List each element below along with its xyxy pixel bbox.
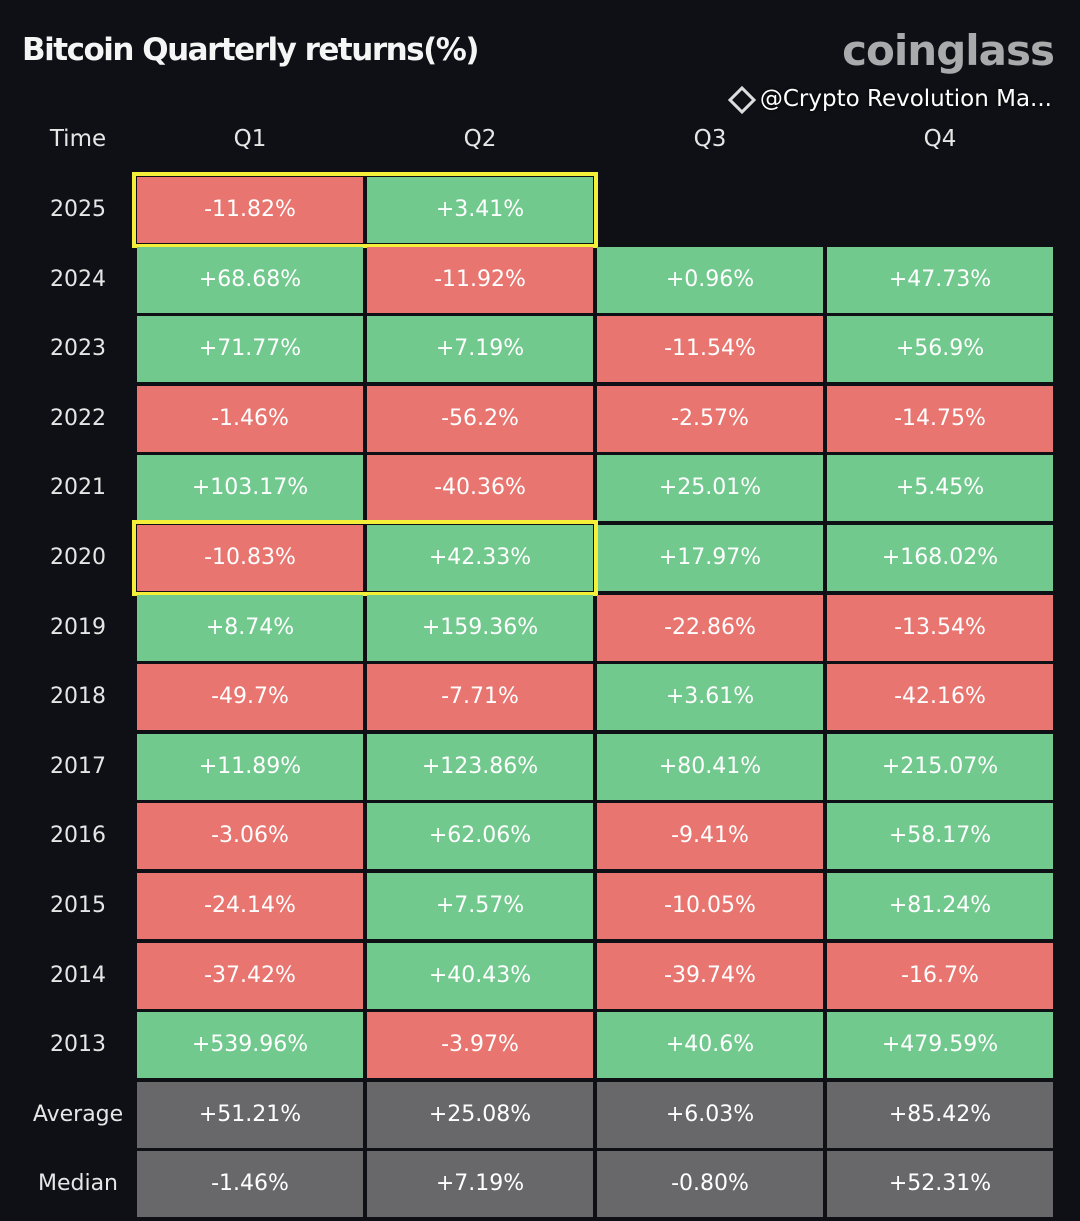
heatmap-cell: +40.6% [597,1012,823,1079]
row-label-2014: 2014 [50,962,106,988]
row-label-average: Average [32,1101,124,1127]
watermark-text: @Crypto Revolution Ma... [759,86,1052,112]
row-label-2023: 2023 [50,336,106,362]
row-label-median: Median [37,1171,119,1197]
column-header-time: Time [49,126,107,152]
heatmap-cell: -11.54% [597,316,823,383]
heatmap-cell: -14.75% [827,385,1053,452]
heatmap-cell: +56.9% [827,316,1053,383]
heatmap-cell: +25.08% [367,1081,593,1148]
heatmap-cell: -49.7% [137,664,363,731]
heatmap-cell: +51.21% [137,1081,363,1148]
column-header-q3: Q3 [693,126,727,152]
row-label-2021: 2021 [50,475,106,501]
heatmap-cell: +40.43% [367,942,593,1009]
heatmap-cell: -13.54% [827,594,1053,661]
row-label-2018: 2018 [50,684,106,710]
heatmap-cell: +52.31% [827,1151,1053,1218]
heatmap-cell: +539.96% [137,1012,363,1079]
row-label-2013: 2013 [50,1032,106,1058]
heatmap-cell: -42.16% [827,664,1053,731]
binance-icon [727,85,757,114]
heatmap-cell: +25.01% [597,455,823,522]
heatmap-cell: -1.46% [137,1151,363,1218]
heatmap-cell: +159.36% [367,594,593,661]
heatmap-cell: +7.57% [367,873,593,939]
heatmap-cell: -10.05% [597,873,823,939]
heatmap-cell: -24.14% [137,873,363,939]
heatmap-cell: -22.86% [597,594,823,661]
heatmap-cell: +80.41% [597,733,823,800]
heatmap-cell: +68.68% [137,246,363,313]
heatmap-cell: +42.33% [367,525,593,591]
heatmap-cell: -39.74% [597,942,823,1009]
row-label-2015: 2015 [50,893,106,918]
heatmap-cell: +11.89% [137,733,363,800]
heatmap-cell: -37.42% [137,942,363,1009]
column-header-q2: Q2 [463,126,497,152]
row-label-2020: 2020 [50,545,106,570]
heatmap-cell: +123.86% [367,733,593,800]
row-label-2016: 2016 [50,823,106,849]
heatmap-cell: +81.24% [827,873,1053,939]
heatmap-cell: +6.03% [597,1081,823,1148]
row-label-2019: 2019 [50,614,106,640]
watermark: @Crypto Revolution Ma... [727,85,1052,114]
heatmap-cell: -2.57% [597,385,823,452]
heatmap-cell: +85.42% [827,1081,1053,1148]
column-header-q1: Q1 [233,126,267,152]
heatmap-cell: -40.36% [367,455,593,522]
heatmap-cell: +62.06% [367,803,593,870]
chart-title: Bitcoin Quarterly returns(%) [22,32,480,68]
heatmap-cell: +0.96% [597,246,823,313]
heatmap-cell: +3.61% [597,664,823,731]
heatmap-cell: +168.02% [827,525,1053,591]
heatmap-cell: +215.07% [827,733,1053,800]
heatmap-cell: +103.17% [137,455,363,522]
heatmap-cell: -11.82% [137,177,363,243]
heatmap-cell: -3.06% [137,803,363,870]
heatmap-cell: -10.83% [137,525,363,591]
row-label-2022: 2022 [50,405,106,431]
heatmap-cell: -16.7% [827,942,1053,1009]
coinglass-logo: coinglass [842,26,1055,75]
heatmap-cell: +7.19% [367,1151,593,1218]
heatmap-cell: +5.45% [827,455,1053,522]
row-label-2025: 2025 [50,197,106,222]
heatmap-cell: +47.73% [827,246,1053,313]
column-header-q4: Q4 [923,126,957,152]
heatmap-cell: -0.80% [597,1151,823,1218]
heatmap-cell: +58.17% [827,803,1053,870]
heatmap-cell: +71.77% [137,316,363,383]
heatmap-cell: +17.97% [597,525,823,591]
heatmap-cell: +7.19% [367,316,593,383]
heatmap-cell: -11.92% [367,246,593,313]
heatmap-cell: -3.97% [367,1012,593,1079]
heatmap-cell: -7.71% [367,664,593,731]
heatmap-cell: -56.2% [367,385,593,452]
heatmap-cell: -9.41% [597,803,823,870]
heatmap-cell: -1.46% [137,385,363,452]
heatmap-cell: +479.59% [827,1012,1053,1079]
row-label-2024: 2024 [50,266,106,292]
heatmap-cell: +8.74% [137,594,363,661]
row-label-2017: 2017 [50,753,106,779]
heatmap-cell: +3.41% [367,177,593,243]
